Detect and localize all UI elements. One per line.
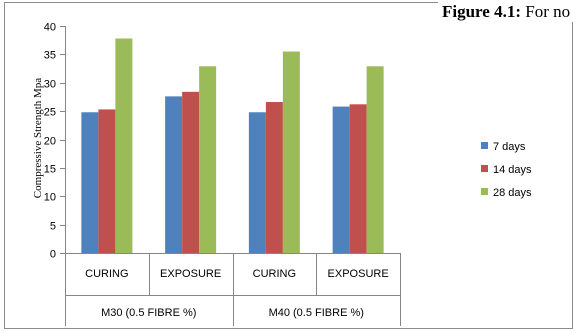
legend-label: 14 days xyxy=(493,164,532,176)
bar-28-days xyxy=(366,66,384,253)
bar-7-days xyxy=(165,96,183,254)
y-tick-label: 20 xyxy=(44,136,56,148)
legend-label: 28 days xyxy=(493,187,532,199)
bar-7-days xyxy=(248,112,266,253)
y-axis-label: Compressive Strength Mpa xyxy=(32,78,44,198)
y-tick-label: 15 xyxy=(44,164,56,176)
x-category-label: CURING xyxy=(253,268,296,280)
y-tick-label: 0 xyxy=(50,249,56,261)
legend-swatch xyxy=(481,188,488,195)
x-group-label: M40 (0.5 FIBRE %) xyxy=(269,307,364,319)
bar-14-days xyxy=(265,102,283,253)
legend-swatch xyxy=(481,165,488,172)
figure-caption-rest: For no xyxy=(521,2,570,21)
legend-label: 7 days xyxy=(493,141,526,153)
figure-caption-fragment: Figure 4.1: For no xyxy=(442,2,570,21)
chart-frame xyxy=(4,2,573,329)
y-tick-label: 10 xyxy=(44,192,56,204)
bar-7-days xyxy=(332,106,350,254)
bar-14-days xyxy=(182,91,200,253)
header-mask xyxy=(438,0,578,22)
y-tick-label: 5 xyxy=(50,221,56,233)
bar-7-days xyxy=(81,112,99,253)
legend-swatch xyxy=(481,142,488,149)
bar-28-days xyxy=(282,51,300,253)
x-category-label: EXPOSURE xyxy=(160,268,221,280)
y-tick-label: 35 xyxy=(44,50,56,62)
bar-28-days xyxy=(115,38,133,253)
y-tick-label: 40 xyxy=(44,22,56,34)
x-category-label: CURING xyxy=(85,268,128,280)
y-tick-label: 30 xyxy=(44,79,56,91)
x-group-label: M30 (0.5 FIBRE %) xyxy=(101,307,196,319)
y-tick-label: 25 xyxy=(44,107,56,119)
bar-28-days xyxy=(199,66,217,253)
bar-14-days xyxy=(349,104,367,253)
figure-caption-bold: Figure 4.1: xyxy=(442,2,521,21)
x-category-label: EXPOSURE xyxy=(328,268,389,280)
bar-14-days xyxy=(98,109,116,253)
